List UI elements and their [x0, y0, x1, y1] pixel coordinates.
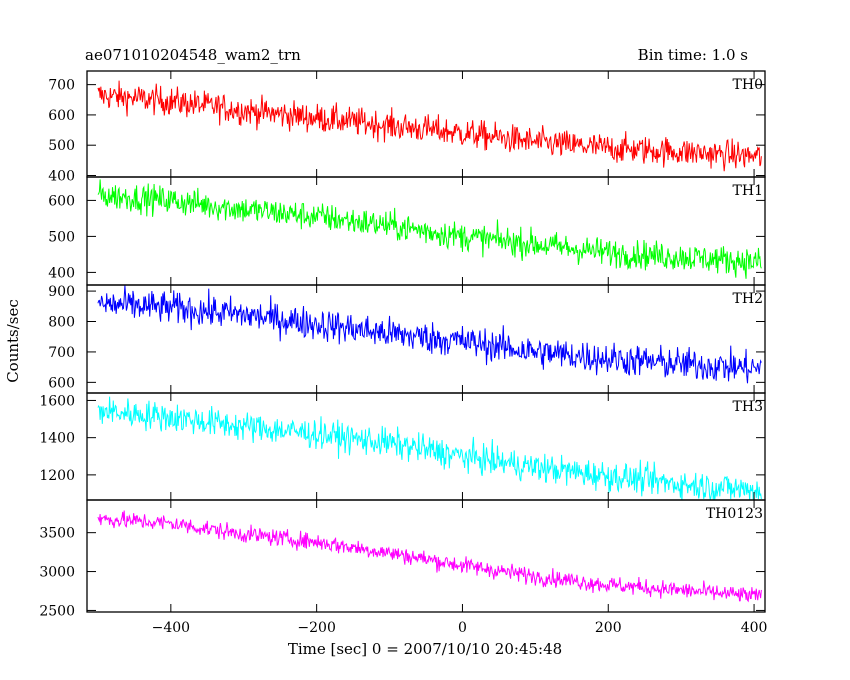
panel-name-label: TH1 — [733, 183, 763, 199]
panel-th0: 400 500 600 700 TH0 — [48, 70, 766, 184]
panels: 400 500 600 700 TH0 400 500 600 TH1 600 700 800 900 T… — [39, 70, 768, 636]
x-tick-label: −400 — [152, 620, 190, 636]
bin-time-label: Bin time: 1.0 s — [638, 46, 748, 64]
y-tick-label: 400 — [48, 265, 75, 281]
panel-name-label: TH0123 — [706, 506, 763, 522]
x-tick-label: 400 — [741, 620, 768, 636]
y-tick-label: 600 — [48, 375, 75, 391]
y-tick-label: 800 — [48, 315, 75, 331]
y-tick-label: 900 — [48, 284, 75, 300]
panel-name-label: TH2 — [733, 291, 763, 307]
chart-title: ae071010204548_wam2_trn — [85, 46, 301, 64]
y-tick-label: 3500 — [39, 526, 75, 542]
y-tick-label: 400 — [48, 168, 75, 184]
series-line-th0 — [97, 80, 762, 172]
panel-frame — [86, 499, 766, 613]
panel-frame — [86, 392, 766, 501]
y-tick-label: 700 — [48, 78, 75, 94]
panel-name-label: TH0 — [733, 77, 763, 93]
x-axis-label: Time [sec] 0 = 2007/10/10 20:45:48 — [288, 640, 562, 658]
x-tick-label: 0 — [458, 620, 467, 636]
y-tick-label: 600 — [48, 108, 75, 124]
panel-th2: 600 700 800 900 TH2 — [48, 284, 766, 394]
series-line-th1 — [97, 179, 762, 279]
y-tick-label: 1600 — [39, 393, 75, 409]
y-tick-label: 1400 — [39, 431, 75, 447]
y-tick-label: 3000 — [39, 565, 75, 581]
x-tick-label: 200 — [595, 620, 622, 636]
y-axis-label: Counts/sec — [4, 299, 22, 383]
y-tick-label: 2500 — [39, 603, 75, 619]
panel-th0123: 2500 3000 3500 TH0123 — [39, 499, 766, 619]
y-tick-label: 500 — [48, 229, 75, 245]
panel-th3: 1200 1400 1600 TH3 — [39, 392, 766, 501]
panel-th1: 400 500 600 TH1 — [48, 176, 766, 286]
y-tick-label: 500 — [48, 138, 75, 154]
series-line-th3 — [97, 396, 762, 500]
x-tick-label: −200 — [297, 620, 335, 636]
y-tick-label: 700 — [48, 345, 75, 361]
series-line-th2 — [97, 285, 762, 384]
panel-name-label: TH3 — [733, 399, 763, 415]
y-tick-label: 600 — [48, 193, 75, 209]
series-line-th0123 — [97, 510, 762, 603]
y-tick-label: 1200 — [39, 468, 75, 484]
